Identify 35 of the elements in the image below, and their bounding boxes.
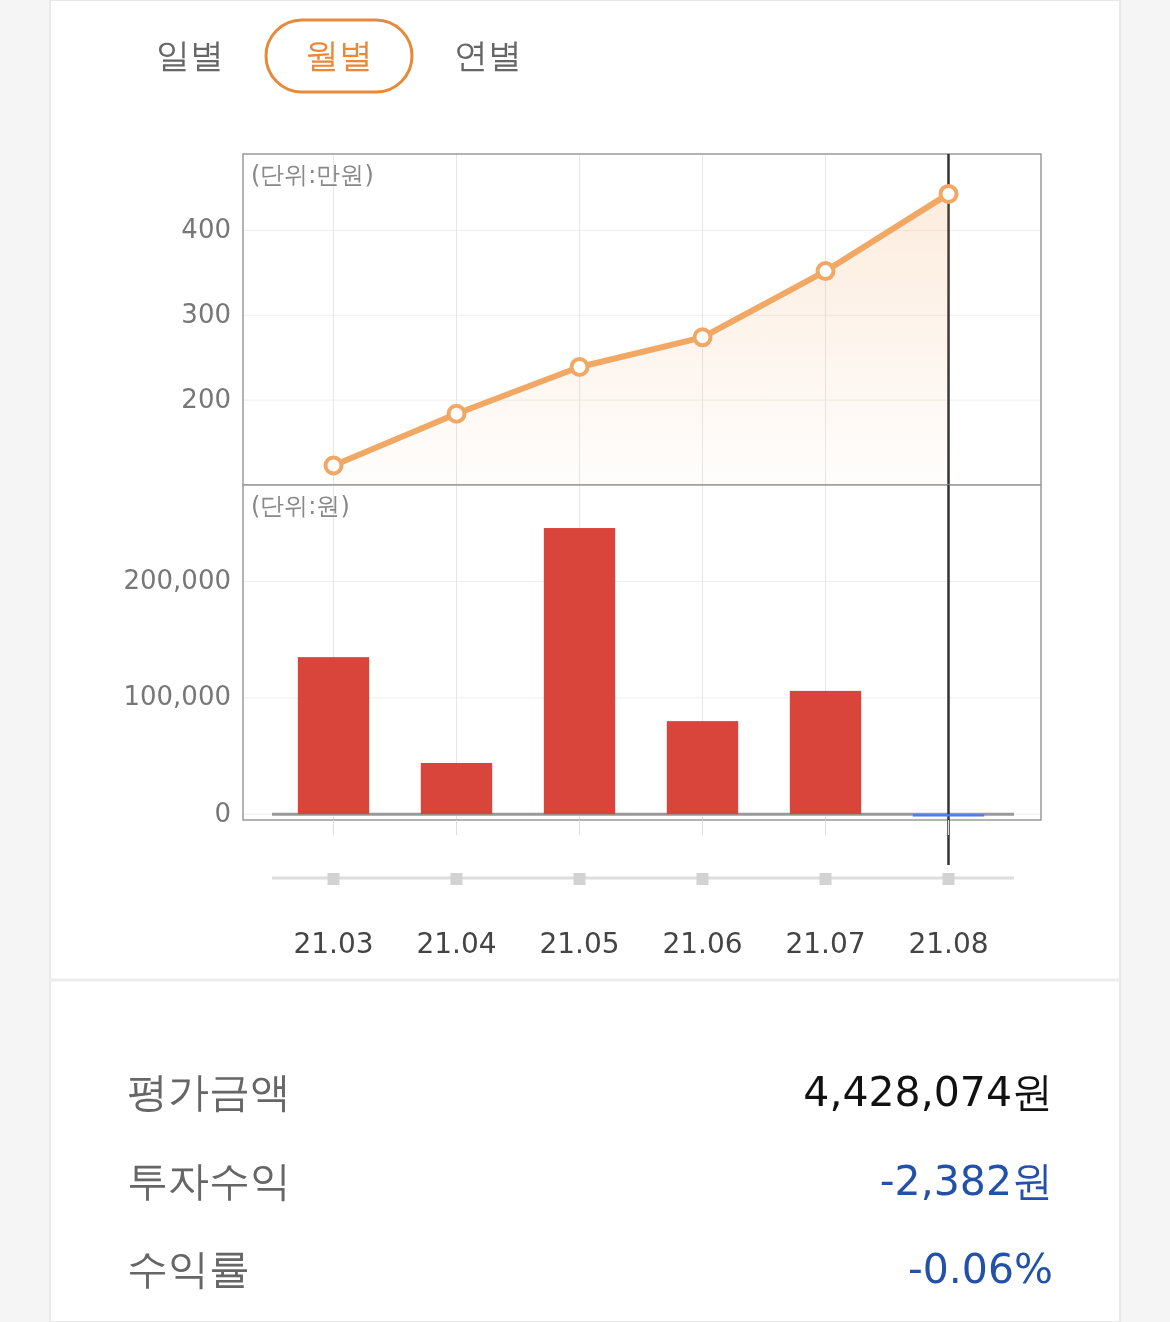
point: [323, 455, 344, 476]
point: [569, 357, 590, 378]
y-axis-title: (단위:만원): [251, 161, 374, 189]
y-tick-label: 300: [181, 298, 231, 329]
x-tick-label: 21.07: [785, 927, 866, 960]
bar: [666, 721, 739, 815]
category-label: 투자수익: [127, 1156, 291, 1205]
category-label: 평가금액: [127, 1068, 291, 1116]
bar: [912, 814, 985, 817]
point: [692, 327, 713, 348]
y-tick-label: 200: [181, 383, 231, 414]
text: -2,382원: [879, 1156, 1053, 1205]
text: -0.06%: [907, 1245, 1053, 1293]
x-tick-label: 21.04: [416, 927, 497, 960]
x-tick-label: 21.03: [293, 927, 374, 960]
bar: [789, 690, 862, 815]
point: [938, 183, 959, 204]
x-tick-label: 21.06: [662, 927, 743, 960]
y-tick-label: 400: [181, 213, 231, 244]
text: 4,428,074원: [803, 1068, 1053, 1116]
category-label: 연별: [454, 34, 522, 75]
point: [815, 261, 836, 282]
category-label: 수익률: [127, 1245, 250, 1293]
x-tick-label: 21.08: [908, 927, 989, 960]
y-axis-title: (단위:원): [251, 492, 350, 520]
category-label: 월별: [305, 34, 373, 75]
y-tick-label: 100,000: [123, 681, 231, 712]
category-label: 일별: [156, 34, 224, 75]
bar: [420, 763, 493, 815]
bar: [297, 657, 370, 815]
point: [446, 403, 467, 424]
bar: [543, 528, 616, 815]
y-tick-label: 0: [214, 797, 231, 828]
x-tick-label: 21.05: [539, 927, 620, 960]
y-tick-label: 200,000: [123, 565, 231, 596]
